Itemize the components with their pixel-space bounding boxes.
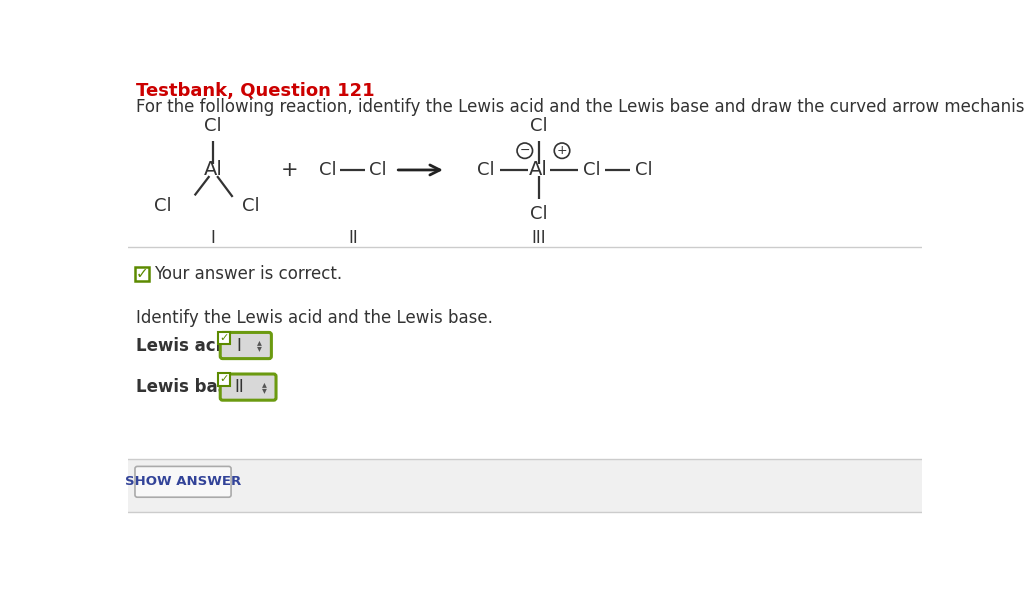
Text: ▴: ▴ <box>257 337 262 347</box>
Text: ✓: ✓ <box>219 374 228 384</box>
FancyBboxPatch shape <box>218 331 230 344</box>
Text: III: III <box>531 229 546 248</box>
Text: +: + <box>557 144 567 157</box>
Text: +: + <box>281 160 298 180</box>
Text: II: II <box>233 378 244 396</box>
Text: Cl: Cl <box>369 161 386 179</box>
Text: Lewis acid: Lewis acid <box>136 337 232 355</box>
FancyBboxPatch shape <box>218 373 230 386</box>
Text: I: I <box>211 229 216 248</box>
Text: Testbank, Question 121: Testbank, Question 121 <box>136 82 375 100</box>
FancyBboxPatch shape <box>135 466 231 497</box>
Text: ✓: ✓ <box>219 333 228 343</box>
Text: Cl: Cl <box>242 197 259 215</box>
Text: II: II <box>348 229 357 248</box>
Text: Cl: Cl <box>205 117 222 134</box>
Text: For the following reaction, identify the Lewis acid and the Lewis base and draw : For the following reaction, identify the… <box>136 98 1024 117</box>
Text: Cl: Cl <box>477 161 495 179</box>
Text: Cl: Cl <box>154 197 171 215</box>
Text: ✓: ✓ <box>135 267 148 281</box>
Text: Cl: Cl <box>319 161 337 179</box>
Text: Cl: Cl <box>583 161 600 179</box>
FancyBboxPatch shape <box>220 374 276 400</box>
Text: SHOW ANSWER: SHOW ANSWER <box>125 475 241 488</box>
FancyBboxPatch shape <box>128 459 922 513</box>
Text: ▾: ▾ <box>257 343 262 353</box>
FancyBboxPatch shape <box>135 267 148 281</box>
Text: Al: Al <box>204 161 222 180</box>
Text: Cl: Cl <box>635 161 653 179</box>
Text: Cl: Cl <box>530 117 548 134</box>
Text: Cl: Cl <box>530 205 548 223</box>
Text: ▾: ▾ <box>262 385 267 395</box>
Text: −: − <box>519 144 530 157</box>
FancyBboxPatch shape <box>220 333 271 359</box>
Text: Your answer is correct.: Your answer is correct. <box>155 265 342 283</box>
Text: ▴: ▴ <box>262 379 267 389</box>
Text: Lewis base: Lewis base <box>136 378 239 396</box>
Text: Al: Al <box>529 161 548 180</box>
Text: Identify the Lewis acid and the Lewis base.: Identify the Lewis acid and the Lewis ba… <box>136 309 493 327</box>
Text: I: I <box>237 337 242 355</box>
